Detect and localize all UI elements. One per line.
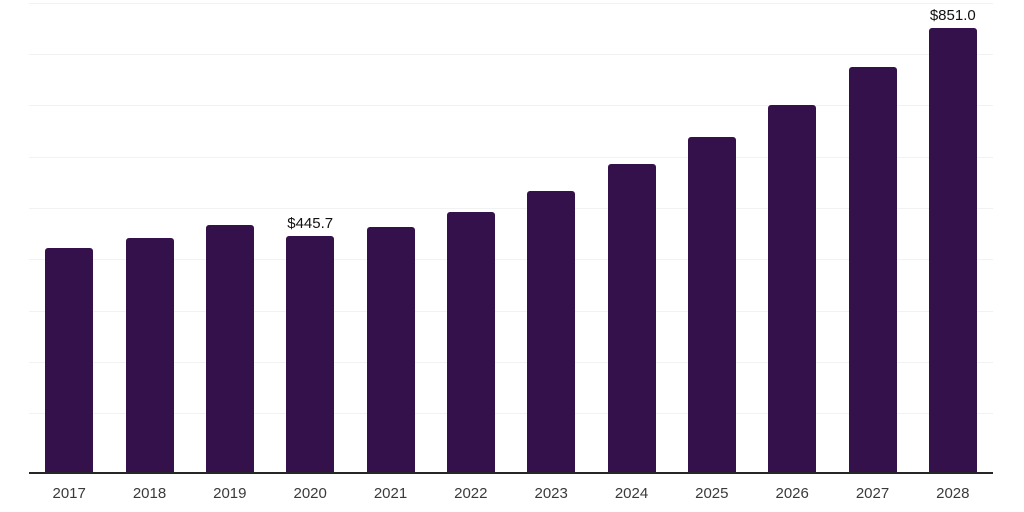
x-tick-label: 2025 xyxy=(695,485,729,502)
bar-data-label: $851.0 xyxy=(929,6,976,24)
x-tick-label: 2022 xyxy=(454,485,488,502)
bar-2024 xyxy=(607,164,656,472)
bar-2027 xyxy=(848,67,897,472)
bar-2023 xyxy=(527,190,576,472)
gridline xyxy=(29,208,993,209)
gridline xyxy=(29,361,993,363)
bar-data-label: $445.7 xyxy=(287,214,334,232)
x-tick-label: 2017 xyxy=(52,485,86,502)
x-tick-label: 2026 xyxy=(775,485,809,502)
bar-2018 xyxy=(125,237,174,472)
x-tick-label: 2027 xyxy=(855,485,890,502)
x-tick-label: 2028 xyxy=(936,485,970,502)
gridline xyxy=(29,310,993,312)
gridline xyxy=(29,259,993,261)
bar-2021 xyxy=(366,226,415,472)
x-tick-label: 2019 xyxy=(213,485,247,502)
x-tick-label: 2023 xyxy=(534,485,568,502)
x-tick-label: 2020 xyxy=(293,485,327,502)
x-tick-label: 2021 xyxy=(373,485,408,502)
gridline xyxy=(29,413,993,415)
bar-2017 xyxy=(45,248,94,472)
bar-2025 xyxy=(687,137,736,472)
x-tick-label: 2018 xyxy=(132,485,167,502)
bar-2019 xyxy=(205,225,254,472)
gridline xyxy=(29,156,993,158)
bar-2026 xyxy=(768,104,817,472)
gridline xyxy=(29,2,993,4)
bar-2028 xyxy=(928,27,977,472)
bar-2022 xyxy=(446,211,495,472)
bar-2020 xyxy=(286,235,335,472)
x-axis-line xyxy=(29,472,993,474)
gridline xyxy=(29,105,993,107)
gridline xyxy=(29,54,993,55)
x-tick-label: 2024 xyxy=(614,485,649,502)
